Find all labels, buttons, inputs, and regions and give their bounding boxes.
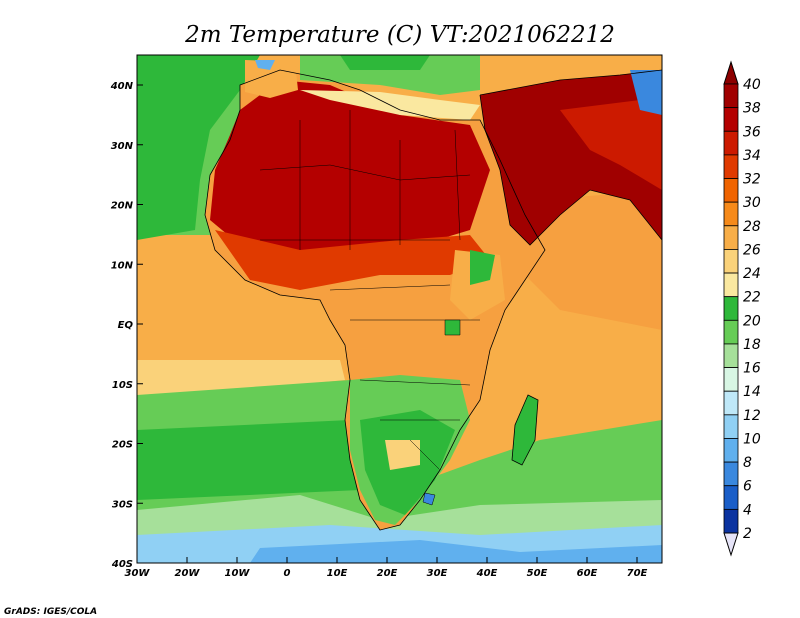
colorbar-swatch xyxy=(723,390,739,416)
lon-tick-label: 40E xyxy=(476,568,498,579)
colorbar-top-arrow xyxy=(723,60,739,85)
colorbar-swatch xyxy=(723,296,739,321)
colorbar-label: 20 xyxy=(743,313,761,329)
africa-coastline xyxy=(204,69,546,531)
country-borders xyxy=(259,110,480,471)
colorbar-swatch xyxy=(723,319,739,345)
lon-tick-label: 20E xyxy=(377,568,398,579)
sahel-zone xyxy=(215,230,490,290)
colorbar-label: 40 xyxy=(743,77,761,93)
colorbar-label: 10 xyxy=(743,431,761,447)
colorbar-swatch xyxy=(723,249,739,274)
colorbar-swatch xyxy=(723,178,739,203)
ocean-north-atlantic-cool xyxy=(137,55,260,240)
colorbar-bottom-arrow xyxy=(723,532,739,557)
lat-tick-label: 30N xyxy=(111,141,134,152)
europe-north xyxy=(300,55,480,95)
colorbar-label: 22 xyxy=(743,290,761,306)
colorbar-legend: 40 38 36 34 32 30 28 26 24 22 20 18 16 14 12 10 8 6 4 2 xyxy=(723,60,761,557)
latitude-axis: 40N 30N 20N 10N EQ 10S 20S 30S 40S xyxy=(110,81,143,570)
lat-tick-label: 10N xyxy=(111,260,134,271)
lat-tick-label: EQ xyxy=(118,320,134,331)
colorbar-label: 14 xyxy=(743,384,761,400)
lat-tick-label: 40N xyxy=(110,81,134,92)
madagascar-coastline xyxy=(511,394,539,466)
madagascar xyxy=(512,395,538,465)
europe-north-cool xyxy=(340,55,430,70)
lat-tick-label: 40S xyxy=(111,559,133,570)
colorbar-label: 6 xyxy=(743,479,752,495)
lon-tick-label: 50E xyxy=(527,568,548,579)
lon-tick-label: 0 xyxy=(284,568,291,579)
colorbar-swatch xyxy=(723,272,739,298)
lon-tick-label: 10E xyxy=(327,568,348,579)
colorbar-swatch xyxy=(723,414,739,439)
colorbar-swatch xyxy=(723,83,739,109)
lon-tick-label: 70E xyxy=(627,568,648,579)
ocean-south-coldest xyxy=(250,540,662,563)
ethiopia-cool xyxy=(470,250,495,285)
ocean-south-warm xyxy=(137,360,345,400)
colorbar-label: 16 xyxy=(743,361,761,377)
lat-tick-label: 20N xyxy=(111,201,134,212)
ocean-south-green xyxy=(137,420,360,500)
indian-ocean-warm xyxy=(520,190,662,330)
colorbar-swatch xyxy=(723,343,739,368)
colorbar-label: 2 xyxy=(743,526,752,542)
lat-tick-label: 20S xyxy=(112,440,133,451)
colorbar-swatch xyxy=(723,508,739,534)
colorbar-label: 38 xyxy=(743,101,761,117)
longitude-axis: 30W 20W 10W 0 10E 20E 30E 40E 50E 60E 70E xyxy=(125,557,648,579)
colorbar-label: 4 xyxy=(743,502,752,518)
credit-label: GrADS: IGES/COLA xyxy=(4,607,97,617)
colorbar-label: 12 xyxy=(743,408,761,424)
colorbar-swatch xyxy=(723,461,739,487)
colorbar-swatch xyxy=(723,130,739,156)
colorbar-swatch xyxy=(723,367,739,392)
lake-victoria xyxy=(444,319,461,336)
colorbar-swatch xyxy=(723,485,739,510)
colorbar-label: 18 xyxy=(743,337,761,353)
colorbar-label: 26 xyxy=(743,242,761,258)
lon-tick-label: 30E xyxy=(427,568,448,579)
lat-tick-label: 30S xyxy=(112,499,133,510)
lat-tick-label: 10S xyxy=(112,380,133,391)
lon-tick-label: 10W xyxy=(225,568,251,579)
colorbar-swatch xyxy=(723,438,739,463)
colorbar-label: 36 xyxy=(743,124,761,140)
iberia xyxy=(245,60,298,98)
colorbar-swatch xyxy=(723,201,739,227)
persian-gulf-region xyxy=(560,100,662,190)
kalahari-warm xyxy=(385,440,420,470)
lon-tick-label: 20W xyxy=(175,568,201,579)
figure-title: 2m Temperature (C) VT:2021062212 xyxy=(184,22,615,48)
colorbar-label: 24 xyxy=(743,266,761,282)
colorbar-swatch xyxy=(723,107,739,132)
temperature-map: 30W 20W 10W 0 10E 20E 30E 40E 50E 60E 70E 40N 30N 20… xyxy=(110,54,663,579)
colorbar-label: 34 xyxy=(743,148,761,164)
map-frame xyxy=(136,54,663,564)
colorbar-label: 8 xyxy=(743,455,752,471)
lon-tick-label: 30W xyxy=(125,568,151,579)
iran-highlands-cold xyxy=(630,70,662,115)
colorbar-swatch xyxy=(723,225,739,250)
colorbar-swatch xyxy=(723,154,739,179)
colorbar-label: 28 xyxy=(743,219,761,235)
arabia-coastline xyxy=(479,69,662,246)
alps-cold xyxy=(255,60,275,70)
colorbar-label: 30 xyxy=(743,195,761,211)
lesotho-cold xyxy=(422,492,436,506)
colorbar-label: 32 xyxy=(743,172,761,188)
lon-tick-label: 60E xyxy=(577,568,598,579)
